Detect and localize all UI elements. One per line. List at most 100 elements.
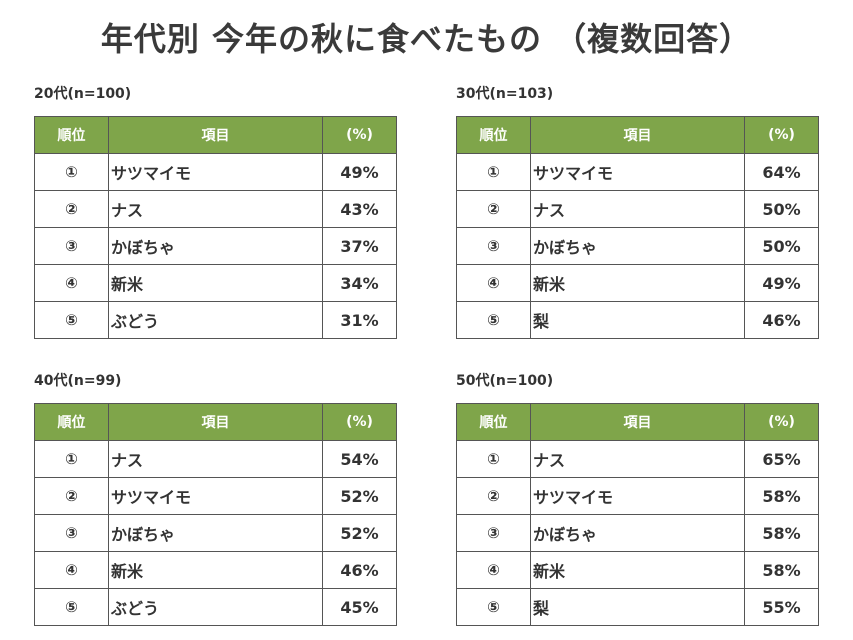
percent-cell: 31% [322,301,397,339]
percent-cell: 55% [744,588,819,626]
rank-cell: ② [34,477,109,515]
rank-cell: ② [456,477,531,515]
item-cell: ナス [530,190,745,228]
item-cell: サツマイモ [108,477,323,515]
table-row: ② ナス 50% [456,190,819,228]
percent-cell: 49% [322,153,397,191]
percent-cell: 58% [744,514,819,552]
table-caption: 20代(n=100) [34,86,132,102]
table-row: ① サツマイモ 49% [34,153,397,191]
rank-cell: ① [456,440,531,478]
table-row: ③ かぼちゃ 52% [34,514,397,552]
age-panel-30s: 30代(n=103) 順位 項目 (%) ① サツマイモ 64% ② ナス 50… [456,84,819,339]
table-row: ⑤ 梨 55% [456,588,819,626]
item-cell: サツマイモ [530,477,745,515]
header-row: 順位 項目 (%) [456,116,819,154]
header-row: 順位 項目 (%) [34,403,397,441]
item-cell: かぼちゃ [530,514,745,552]
rank-cell: ⑤ [34,301,109,339]
table-row: ③ かぼちゃ 50% [456,227,819,265]
percent-cell: 50% [744,190,819,228]
table-row: ④ 新米 49% [456,264,819,302]
header-row: 順位 項目 (%) [34,116,397,154]
table-row: ② サツマイモ 58% [456,477,819,515]
table-row: ② ナス 43% [34,190,397,228]
percent-cell: 49% [744,264,819,302]
rank-cell: ④ [34,264,109,302]
rank-cell: ③ [456,514,531,552]
table-row: ④ 新米 46% [34,551,397,589]
item-cell: サツマイモ [530,153,745,191]
item-cell: 新米 [108,264,323,302]
table-row: ④ 新米 34% [34,264,397,302]
table-row: ① ナス 54% [34,440,397,478]
percent-cell: 34% [322,264,397,302]
table-caption: 30代(n=103) [456,86,554,102]
percent-cell: 52% [322,514,397,552]
rank-cell: ② [456,190,531,228]
percent-header: (%) [322,116,397,154]
table-caption: 50代(n=100) [456,373,554,389]
rank-cell: ② [34,190,109,228]
ranking-table: 順位 項目 (%) ① ナス 54% ② サツマイモ 52% ③ かぼちゃ 52… [34,403,397,626]
rank-cell: ① [34,153,109,191]
item-header: 項目 [108,116,323,154]
table-row: ③ かぼちゃ 37% [34,227,397,265]
rank-cell: ① [456,153,531,191]
table-row: ③ かぼちゃ 58% [456,514,819,552]
age-panel-40s: 40代(n=99) 順位 項目 (%) ① ナス 54% ② サツマイモ 52%… [34,371,397,626]
item-cell: ぶどう [108,301,323,339]
percent-cell: 46% [322,551,397,589]
ranking-table: 順位 項目 (%) ① ナス 65% ② サツマイモ 58% ③ かぼちゃ 58… [456,403,819,626]
table-row: ① サツマイモ 64% [456,153,819,191]
percent-cell: 50% [744,227,819,265]
item-cell: 新米 [530,551,745,589]
rank-cell: ① [34,440,109,478]
item-cell: かぼちゃ [108,227,323,265]
rank-header: 順位 [34,116,109,154]
item-header: 項目 [108,403,323,441]
item-cell: 梨 [530,588,745,626]
rank-header: 順位 [456,116,531,154]
table-caption: 40代(n=99) [34,373,122,389]
ranking-table: 順位 項目 (%) ① サツマイモ 49% ② ナス 43% ③ かぼちゃ 37… [34,116,397,339]
rank-header: 順位 [456,403,531,441]
rank-header: 順位 [34,403,109,441]
percent-cell: 46% [744,301,819,339]
age-panel-50s: 50代(n=100) 順位 項目 (%) ① ナス 65% ② サツマイモ 58… [456,371,819,626]
table-row: ④ 新米 58% [456,551,819,589]
table-row: ② サツマイモ 52% [34,477,397,515]
rank-cell: ④ [456,264,531,302]
item-cell: 梨 [530,301,745,339]
ranking-table: 順位 項目 (%) ① サツマイモ 64% ② ナス 50% ③ かぼちゃ 50… [456,116,819,339]
rank-cell: ④ [34,551,109,589]
table-row: ⑤ 梨 46% [456,301,819,339]
percent-cell: 37% [322,227,397,265]
item-header: 項目 [530,403,745,441]
percent-cell: 58% [744,551,819,589]
item-cell: 新米 [530,264,745,302]
item-cell: ナス [530,440,745,478]
item-header: 項目 [530,116,745,154]
percent-cell: 58% [744,477,819,515]
percent-header: (%) [322,403,397,441]
percent-cell: 45% [322,588,397,626]
item-cell: ナス [108,190,323,228]
percent-cell: 54% [322,440,397,478]
percent-header: (%) [744,116,819,154]
age-panel-20s: 20代(n=100) 順位 項目 (%) ① サツマイモ 49% ② ナス 43… [34,84,397,339]
rank-cell: ⑤ [456,588,531,626]
item-cell: ぶどう [108,588,323,626]
item-cell: 新米 [108,551,323,589]
rank-cell: ⑤ [456,301,531,339]
percent-cell: 52% [322,477,397,515]
rank-cell: ③ [34,514,109,552]
percent-cell: 65% [744,440,819,478]
percent-cell: 43% [322,190,397,228]
rank-cell: ③ [34,227,109,265]
item-cell: サツマイモ [108,153,323,191]
item-cell: ナス [108,440,323,478]
percent-cell: 64% [744,153,819,191]
table-row: ① ナス 65% [456,440,819,478]
rank-cell: ④ [456,551,531,589]
